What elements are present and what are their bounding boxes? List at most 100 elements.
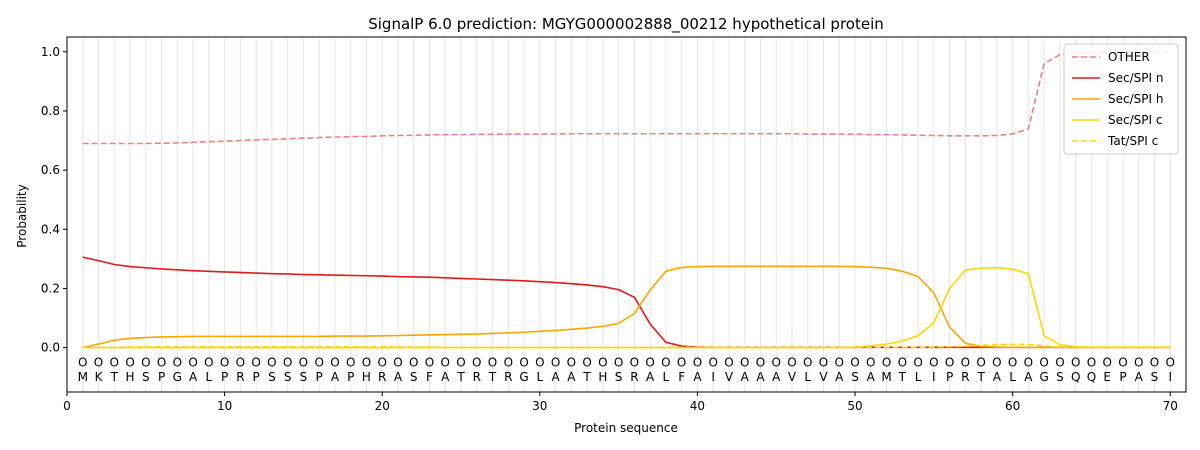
region-marker: O [78,355,87,369]
region-marker: O [157,355,166,369]
axes-frame [66,36,1187,393]
region-marker: O [567,355,576,369]
residue-label: A [756,370,765,384]
residue-label: H [126,370,135,384]
region-marker: O [882,355,891,369]
residue-label: P [221,370,228,384]
residue-label: G [519,370,528,384]
x-tick-label: 50 [847,399,862,413]
residue-label: T [898,370,907,384]
region-marker: O [267,355,276,369]
region-marker: O [630,355,639,369]
residue-label: G [1039,370,1048,384]
residue-label: S [410,370,418,384]
residue-label: T [488,370,497,384]
residue-label: A [772,370,781,384]
region-marker: O [1118,355,1127,369]
residue-label: H [598,370,607,384]
residue-label: L [1009,370,1016,384]
region-marker: O [110,355,119,369]
gridlines [82,37,1171,392]
legend-entry: OTHER [1108,50,1150,64]
y-tick-label: 0.8 [41,104,60,118]
residue-label: S [615,370,623,384]
region-marker: O [945,355,954,369]
x-axis-label: Protein sequence [574,421,678,435]
region-marker: O [314,355,323,369]
residue-label: R [504,370,512,384]
chart-title: SignalP 6.0 prediction: MGYG000002888_00… [368,15,884,34]
residue-label: L [206,370,213,384]
series-layer [82,51,1171,349]
residue-label: A [993,370,1002,384]
legend-entry: Sec/SPI n [1108,71,1163,85]
legend-entry: Tat/SPI c [1107,134,1158,148]
x-tick-label: 10 [217,399,232,413]
residue-label: S [1151,370,1159,384]
region-marker: O [1071,355,1080,369]
residue-label: G [173,370,182,384]
region-marker: O [661,355,670,369]
region-marker: O [1134,355,1143,369]
region-marker: O [992,355,1001,369]
region-marker: O [677,355,686,369]
region-marker: O [787,355,796,369]
residue-label: I [932,370,936,384]
region-marker: O [614,355,623,369]
region-marker: O [913,355,922,369]
residue-label: T [456,370,465,384]
region-marker: O [220,355,229,369]
region-marker: O [173,355,182,369]
residue-label: L [915,370,922,384]
region-marker: O [803,355,812,369]
residue-label: P [158,370,165,384]
residue-label: F [426,370,433,384]
residue-label: H [362,370,371,384]
region-marker: O [1150,355,1159,369]
region-marker: O [535,355,544,369]
x-tick-label: 0 [63,399,71,413]
region-marker: O [1166,355,1175,369]
residue-label: R [473,370,481,384]
region-marker: O [1087,355,1096,369]
residue-label: E [1103,370,1111,384]
region-marker: O [1102,355,1111,369]
residue-label: A [551,370,560,384]
region-marker: O [236,355,245,369]
region-marker: O [425,355,434,369]
region-marker: O [488,355,497,369]
residue-label: A [1135,370,1144,384]
region-marker: O [929,355,938,369]
residue-label: V [819,370,828,384]
residue-label: P [946,370,953,384]
residue-label: A [441,370,450,384]
region-marker: O [519,355,528,369]
x-tick-label: 70 [1163,399,1178,413]
residue-label: S [300,370,308,384]
series-line-tat-spi-c [82,343,1171,349]
region-marker: O [251,355,260,369]
region-marker: O [551,355,560,369]
region-marker: O [346,355,355,369]
residue-label: A [189,370,198,384]
region-marker: O [645,355,654,369]
y-tick-label: 0.4 [41,222,60,236]
region-marker: O [188,355,197,369]
region-marker: O [283,355,292,369]
residue-label: Q [1071,370,1080,384]
residue-label: S [851,370,859,384]
region-marker: O [819,355,828,369]
region-marker: O [362,355,371,369]
residue-label: I [1168,370,1172,384]
residue-label: R [630,370,638,384]
y-tick-label: 1.0 [41,45,60,59]
residue-label: L [804,370,811,384]
region-marker: O [866,355,875,369]
residue-label: A [331,370,340,384]
residue-label: S [268,370,276,384]
residue-label: A [646,370,655,384]
y-axis-label: Probability [15,184,29,247]
region-marker: O [724,355,733,369]
residue-label: M [78,370,88,384]
residue-label: A [1024,370,1033,384]
